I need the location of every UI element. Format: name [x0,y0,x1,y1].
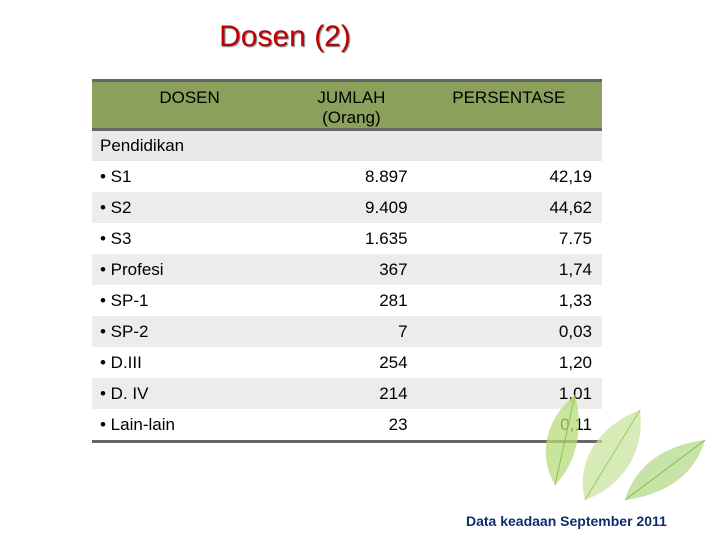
header-dosen: DOSEN [92,80,288,130]
row-jumlah: 1.635 [365,229,408,248]
row-label: • Profesi [92,254,288,285]
row-label: • SP-1 [100,291,149,310]
table-row: • D. IV 214 1,01 [92,378,602,409]
row-label: • Lain-lain [92,409,288,443]
header-jumlah: JUMLAH (Orang) [287,80,416,130]
subheader-pendidikan: Pendidikan [92,129,288,161]
row-jumlah: 23 [287,409,416,443]
row-persen: 0,03 [415,316,602,347]
row-label: • S1 [100,167,132,186]
leaves-decoration [545,394,706,501]
row-label: • D.III [100,353,142,372]
row-jumlah: 214 [287,378,416,409]
row-persen: 1,74 [415,254,602,285]
row-persen: 42,19 [549,167,592,186]
row-label: • SP-2 [92,316,288,347]
table-row: • SP-2 7 0,03 [92,316,602,347]
row-label: • D. IV [92,378,288,409]
table-row: • Profesi 367 1,74 [92,254,602,285]
row-persen: 1,33 [558,291,592,310]
table-row: • D.III 254 1,20 [92,347,602,378]
row-label: • S2 [92,192,288,223]
table-row: • S3 1.635 7.75 [92,223,602,254]
row-persen: 44,62 [415,192,602,223]
row-jumlah: 8.897 [365,167,408,186]
table-row: • Lain-lain 23 0,11 [92,409,602,443]
page-title: Dosen (2) [219,20,351,53]
row-label: • S3 [100,229,132,248]
row-persen: 7.75 [558,229,592,248]
table-row: • SP-1 281 1,33 [92,285,602,316]
table-header-row: DOSEN JUMLAH (Orang) PERSENTASE [92,80,602,130]
header-persentase: PERSENTASE [415,80,602,130]
row-jumlah: 367 [287,254,416,285]
row-jumlah: 254 [379,353,408,372]
footer-note: Data keadaan September 2011 [466,513,667,529]
row-jumlah: 9.409 [287,192,416,223]
data-table: DOSEN JUMLAH (Orang) PERSENTASE Pendidik… [92,79,602,443]
row-persen: 1,01 [415,378,602,409]
table-subheader-row: Pendidikan [92,129,602,161]
table-row: • S1 8.897 42,19 [92,161,602,192]
row-jumlah: 281 [379,291,408,310]
row-persen: 1,20 [558,353,592,372]
table-row: • S2 9.409 44,62 [92,192,602,223]
row-jumlah: 7 [287,316,416,347]
